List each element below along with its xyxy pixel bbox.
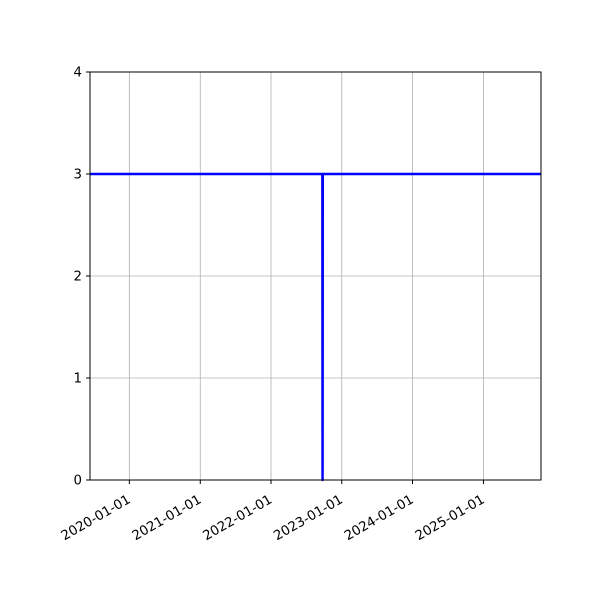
y-tick-label: 0 (74, 474, 82, 489)
x-tick-label: 2024-01-01 (342, 492, 416, 544)
x-tick-label: 2022-01-01 (201, 492, 275, 544)
x-tick-label: 2023-01-01 (271, 492, 345, 544)
x-tick-label: 2021-01-01 (130, 492, 204, 544)
x-tick-label: 2020-01-01 (59, 492, 133, 544)
series-line-value (90, 172, 541, 482)
y-tick-label: 4 (74, 66, 82, 81)
y-tick-label: 3 (74, 168, 82, 183)
y-tick-label: 2 (74, 270, 82, 285)
y-tick-label: 1 (74, 372, 82, 387)
x-tick-label: 2025-01-01 (413, 492, 487, 544)
